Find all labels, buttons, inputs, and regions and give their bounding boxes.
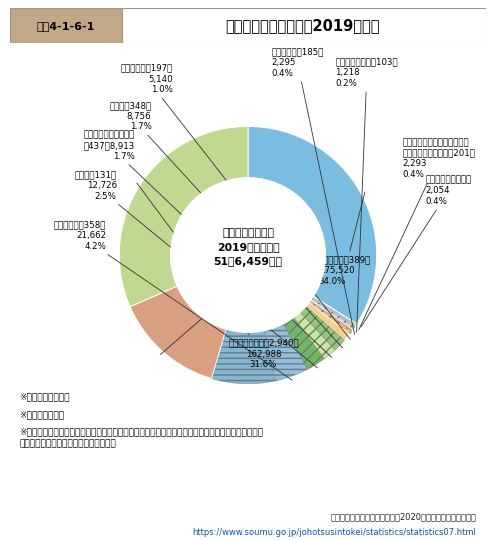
Wedge shape	[306, 302, 350, 340]
Wedge shape	[294, 312, 335, 359]
Bar	[10, 8, 122, 43]
Text: 電気通信業（389）
175,520
34.0%: 電気通信業（389） 175,520 34.0%	[319, 192, 371, 286]
Text: （出典）総務省・経済産業省「2020年情報通信業基本調査」: （出典）総務省・経済産業省「2020年情報通信業基本調査」	[330, 512, 477, 521]
Wedge shape	[284, 318, 324, 369]
Text: 映像・音声・文字情報制作に
附帯するサービス業（201）
2,293
0.4%: 映像・音声・文字情報制作に 附帯するサービス業（201） 2,293 0.4%	[359, 138, 475, 330]
Wedge shape	[311, 298, 355, 329]
Wedge shape	[264, 323, 307, 381]
Wedge shape	[211, 329, 275, 384]
Text: 民間放送業（358）
21,662
4.2%: 民間放送業（358） 21,662 4.2%	[54, 220, 292, 380]
Wedge shape	[300, 306, 345, 350]
Text: ※１　（　）は社数: ※１ （ ）は社数	[19, 392, 70, 401]
Text: 図表4-1-6-1: 図表4-1-6-1	[36, 21, 95, 31]
Text: 広告制作業（185）
2,295
0.4%: 広告制作業（185） 2,295 0.4%	[271, 47, 355, 334]
Wedge shape	[130, 286, 226, 379]
Text: その他の情報通信業
2,054
0.4%: その他の情報通信業 2,054 0.4%	[361, 176, 472, 327]
Text: ※３　「その他の情報通信業」とは、情報通信業に係る売上高内訳において、主要事業名「その他」
　　　として回答のあったものをいう。: ※３ 「その他の情報通信業」とは、情報通信業に係る売上高内訳において、主要事業名…	[19, 428, 263, 448]
Text: 映像情報制作・配給業
（437）8,913
1.7%: 映像情報制作・配給業 （437）8,913 1.7%	[83, 131, 332, 357]
Text: 出版業（348）
8,756
1.7%: 出版業（348） 8,756 1.7%	[109, 101, 343, 348]
Wedge shape	[310, 300, 353, 331]
Circle shape	[171, 178, 325, 332]
Wedge shape	[248, 126, 376, 324]
Text: 情報処理・
提供サービス業
（1,923）
71,599,
13.9%: 情報処理・ 提供サービス業 （1,923） 71,599, 13.9%	[161, 271, 245, 355]
Text: ※２　単位：億円: ※２ 単位：億円	[19, 410, 64, 419]
Wedge shape	[312, 296, 357, 327]
Text: 新聞業（131）
12,726
2.5%: 新聞業（131） 12,726 2.5%	[74, 171, 317, 368]
Text: 情報通信業に係る
2019年度売上高
51兆6,459億円: 情報通信業に係る 2019年度売上高 51兆6,459億円	[213, 228, 283, 267]
Text: 情報通信業の売上高（2019年度）: 情報通信業の売上高（2019年度）	[226, 18, 380, 33]
Text: https://www.soumu.go.jp/johotsusintokei/statistics/statistics07.html: https://www.soumu.go.jp/johotsusintokei/…	[192, 528, 477, 537]
Text: 有線放送業（197）
5,140
1.0%: 有線放送業（197） 5,140 1.0%	[121, 64, 350, 339]
Text: インターネット附随
サービス業（707）
41,296
8.0%: インターネット附随 サービス業（707） 41,296 8.0%	[0, 539, 1, 540]
Wedge shape	[120, 126, 248, 307]
Text: ソフトウェア業（2,940）
162,988
31.6%: ソフトウェア業（2,940） 162,988 31.6%	[137, 183, 299, 369]
Text: 音声情報制作業（103）
1,218
0.2%: 音声情報制作業（103） 1,218 0.2%	[335, 57, 398, 332]
Wedge shape	[309, 301, 352, 334]
